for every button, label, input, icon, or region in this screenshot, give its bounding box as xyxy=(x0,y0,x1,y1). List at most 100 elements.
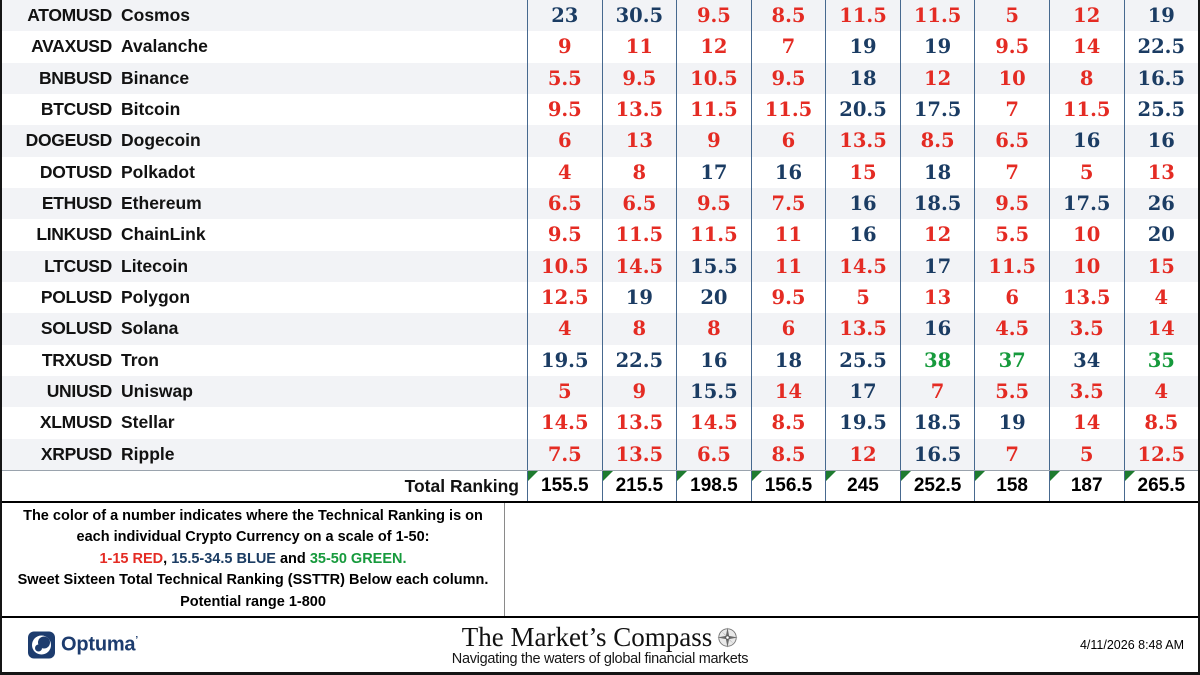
ranking-value: 20 xyxy=(676,281,751,314)
legend-green-range: 35-50 GREEN. xyxy=(309,550,407,567)
ranking-value: 14 xyxy=(750,375,826,408)
ranking-value: 6 xyxy=(750,313,826,345)
ranking-value: 15.5 xyxy=(676,250,751,282)
ranking-value: 5 xyxy=(825,281,900,314)
corner-triangle-icon xyxy=(751,471,762,481)
asset-name-label: Binance xyxy=(121,67,190,88)
ranking-value: 6 xyxy=(750,125,826,157)
ranking-value: 16.5 xyxy=(1123,62,1199,94)
ranking-value: 4 xyxy=(527,156,602,188)
total-ranking-label: Total Ranking xyxy=(404,475,519,496)
ranking-value: 8.5 xyxy=(750,407,826,439)
ranking-value: 19 xyxy=(825,31,900,63)
ranking-value: 9.5 xyxy=(527,219,602,251)
ranking-value: 9.5 xyxy=(974,187,1049,220)
asset-name-label: Polygon xyxy=(121,287,191,308)
table-row[interactable]: XRPUSD Ripple 7.5 13.5 6.5 8.5 12 16.5 7 5 12.5 xyxy=(2,438,1198,470)
asset-name-label: Tron xyxy=(121,349,159,370)
total-ranking-value: 265.5 xyxy=(1137,475,1186,496)
optuma-wordmark: Optuma’ xyxy=(61,633,138,656)
ranking-value: 16.5 xyxy=(899,438,975,470)
ranking-value: 7 xyxy=(974,438,1049,470)
ticker-label: SOLUSD xyxy=(40,318,112,339)
ticker-label: XLMUSD xyxy=(39,412,112,433)
ranking-value: 11.5 xyxy=(676,219,751,251)
ranking-value: 16 xyxy=(676,344,751,376)
ranking-value: 37 xyxy=(974,344,1049,376)
total-ranking-cell: 156.5 xyxy=(750,471,826,501)
footer-title: The Market’s Compass xyxy=(280,623,920,651)
ranking-value: 11.5 xyxy=(676,93,751,126)
table-row[interactable]: BTCUSD Bitcoin 9.5 13.5 11.5 11.5 20.5 17.5 7 11.… xyxy=(2,93,1199,126)
legend-red-range: 1-15 RED xyxy=(99,550,164,567)
ranking-value: 10 xyxy=(974,62,1049,94)
ranking-value: 13.5 xyxy=(601,438,677,470)
ranking-value: 5 xyxy=(1048,156,1124,188)
compass-rose-icon xyxy=(717,627,738,648)
ranking-value: 26 xyxy=(1123,187,1199,220)
legend-line-5: Potential range 1-800 xyxy=(180,593,326,610)
asset-name-label: Dogecoin xyxy=(121,130,201,151)
table-row[interactable]: TRXUSD Tron 19.5 22.5 16 18 25.5 38 37 34 35 xyxy=(2,344,1198,376)
table-row[interactable]: BNBUSD Binance 5.5 9.5 10.5 9.5 18 12 10 8 16.5 xyxy=(2,62,1199,94)
ranking-value: 14.5 xyxy=(676,407,751,439)
asset-name-label: ChainLink xyxy=(121,224,206,245)
legend-separator-2: and xyxy=(275,550,310,567)
ranking-value: 11 xyxy=(750,250,826,282)
asset-name-label: Ethereum xyxy=(121,193,202,214)
ranking-value: 17.5 xyxy=(899,93,975,126)
ranking-value: 13 xyxy=(601,125,677,157)
ranking-value: 14.5 xyxy=(527,407,602,439)
ranking-value: 6.5 xyxy=(676,438,751,470)
ranking-value: 5 xyxy=(527,375,602,408)
ranking-value: 14.5 xyxy=(825,250,900,282)
ranking-value: 16 xyxy=(1048,125,1124,157)
table-row[interactable]: POLUSD Polygon 12.5 19 20 9.5 5 13 6 13.5 4 xyxy=(2,281,1199,314)
ranking-value: 11.5 xyxy=(825,0,900,32)
ranking-value: 19.5 xyxy=(527,344,602,376)
ranking-value: 4 xyxy=(1123,281,1199,314)
ranking-value: 6.5 xyxy=(527,187,602,220)
ticker-label: ETHUSD xyxy=(41,193,112,214)
ranking-value: 16 xyxy=(899,313,975,345)
total-ranking-value: 215.5 xyxy=(615,475,664,496)
ranking-value: 9.5 xyxy=(974,31,1049,63)
table-row[interactable]: LINKUSD ChainLink 9.5 11.5 11.5 11 16 12 5.5 10 20 xyxy=(2,219,1198,251)
total-ranking-cell: 155.5 xyxy=(527,471,602,501)
table-row[interactable]: DOTUSD Polkadot 4 8 17 16 15 18 7 5 13 xyxy=(2,156,1198,188)
table-row[interactable]: LTCUSD Litecoin 10.5 14.5 15.5 11 14.5 17 11.5 10… xyxy=(2,250,1198,282)
table-row[interactable]: ETHUSD Ethereum 6.5 6.5 9.5 7.5 16 18.5 9.5 17.5 2… xyxy=(2,187,1199,220)
ticker-label: DOTUSD xyxy=(39,161,112,182)
ranking-value: 8 xyxy=(676,313,751,345)
ranking-value: 4 xyxy=(1123,375,1199,408)
ranking-value: 9 xyxy=(527,31,602,63)
ranking-value: 22.5 xyxy=(601,344,677,376)
ranking-value: 14 xyxy=(1048,31,1124,63)
legend-line-1: The color of a number indicates where th… xyxy=(23,507,483,524)
ranking-value: 19 xyxy=(899,31,975,63)
ranking-value: 11.5 xyxy=(899,0,975,32)
table-row[interactable]: UNIUSD Uniswap 5 9 15.5 14 17 7 5.5 3.5 4 xyxy=(2,375,1199,408)
total-ranking-value: 155.5 xyxy=(541,475,589,496)
ranking-value: 19 xyxy=(601,281,677,314)
ranking-value: 11 xyxy=(750,219,826,251)
ranking-value: 9.5 xyxy=(676,187,751,220)
ranking-value: 25.5 xyxy=(1123,93,1199,126)
totals-cells: 155.5 215.5 198.5 156.5 245 252.5 158 187 265.5 xyxy=(527,471,1198,501)
asset-name-label: Litecoin xyxy=(121,255,189,276)
report-timestamp: 4/11/2026 8:48 AM xyxy=(1079,638,1184,652)
table-row[interactable]: XLMUSD Stellar 14.5 13.5 14.5 8.5 19.5 18.5 19 14… xyxy=(2,407,1198,439)
ranking-value: 11.5 xyxy=(1048,93,1124,126)
table-row[interactable]: AVAXUSD Avalanche 9 11 12 7 19 19 9.5 14 22.5 xyxy=(2,31,1198,63)
ranking-value: 13.5 xyxy=(601,407,677,439)
table-row[interactable]: SOLUSD Solana 4 8 8 6 13.5 16 4.5 3.5 14 xyxy=(2,313,1198,345)
table-row[interactable]: ATOMUSD Cosmos 23 30.5 9.5 8.5 11.5 11.5 5 12 19 xyxy=(2,0,1199,32)
asset-name-label: Cosmos xyxy=(121,5,191,26)
ranking-value: 3.5 xyxy=(1048,313,1124,345)
ranking-value: 19 xyxy=(1123,0,1199,32)
table-row[interactable]: DOGEUSD Dogecoin 6 13 9 6 13.5 8.5 6.5 16 16 xyxy=(2,125,1198,157)
ranking-value: 18.5 xyxy=(899,187,975,220)
asset-name-label: Bitcoin xyxy=(121,99,181,120)
ranking-value: 8.5 xyxy=(750,438,826,470)
ranking-value: 16 xyxy=(825,187,900,220)
